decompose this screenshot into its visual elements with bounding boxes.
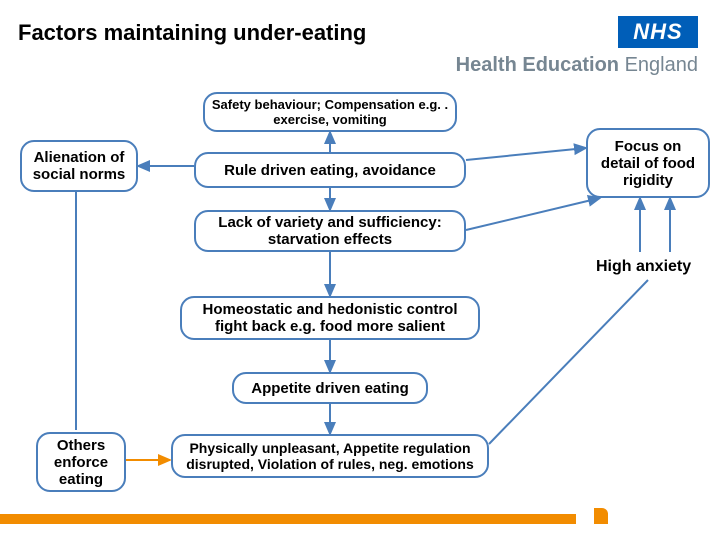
nhs-logo: NHS <box>618 16 698 48</box>
label-high-anxiety: High anxiety <box>596 258 691 276</box>
node-homeostatic: Homeostatic and hedonistic control fight… <box>180 296 480 340</box>
node-safety-behaviour: Safety behaviour; Compensation e.g. . ex… <box>203 92 457 132</box>
node-others-enforce: Others enforce eating <box>36 432 126 492</box>
footer-accent-bar <box>0 514 720 524</box>
hee-rest: England <box>619 54 698 76</box>
node-lack-variety: Lack of variety and sufficiency: starvat… <box>194 210 466 252</box>
page-title: Factors maintaining under-eating <box>18 20 366 46</box>
hee-logo-text: Health Education England <box>456 54 698 77</box>
node-appetite-driven: Appetite driven eating <box>232 372 428 404</box>
node-alienation: Alienation of social norms <box>20 140 138 192</box>
node-physically-unpleasant: Physically unpleasant, Appetite regulati… <box>171 434 489 478</box>
hee-bold: Health Education <box>456 54 619 76</box>
node-rule-driven: Rule driven eating, avoidance <box>194 152 466 188</box>
node-focus-detail: Focus on detail of food rigidity <box>586 128 710 198</box>
